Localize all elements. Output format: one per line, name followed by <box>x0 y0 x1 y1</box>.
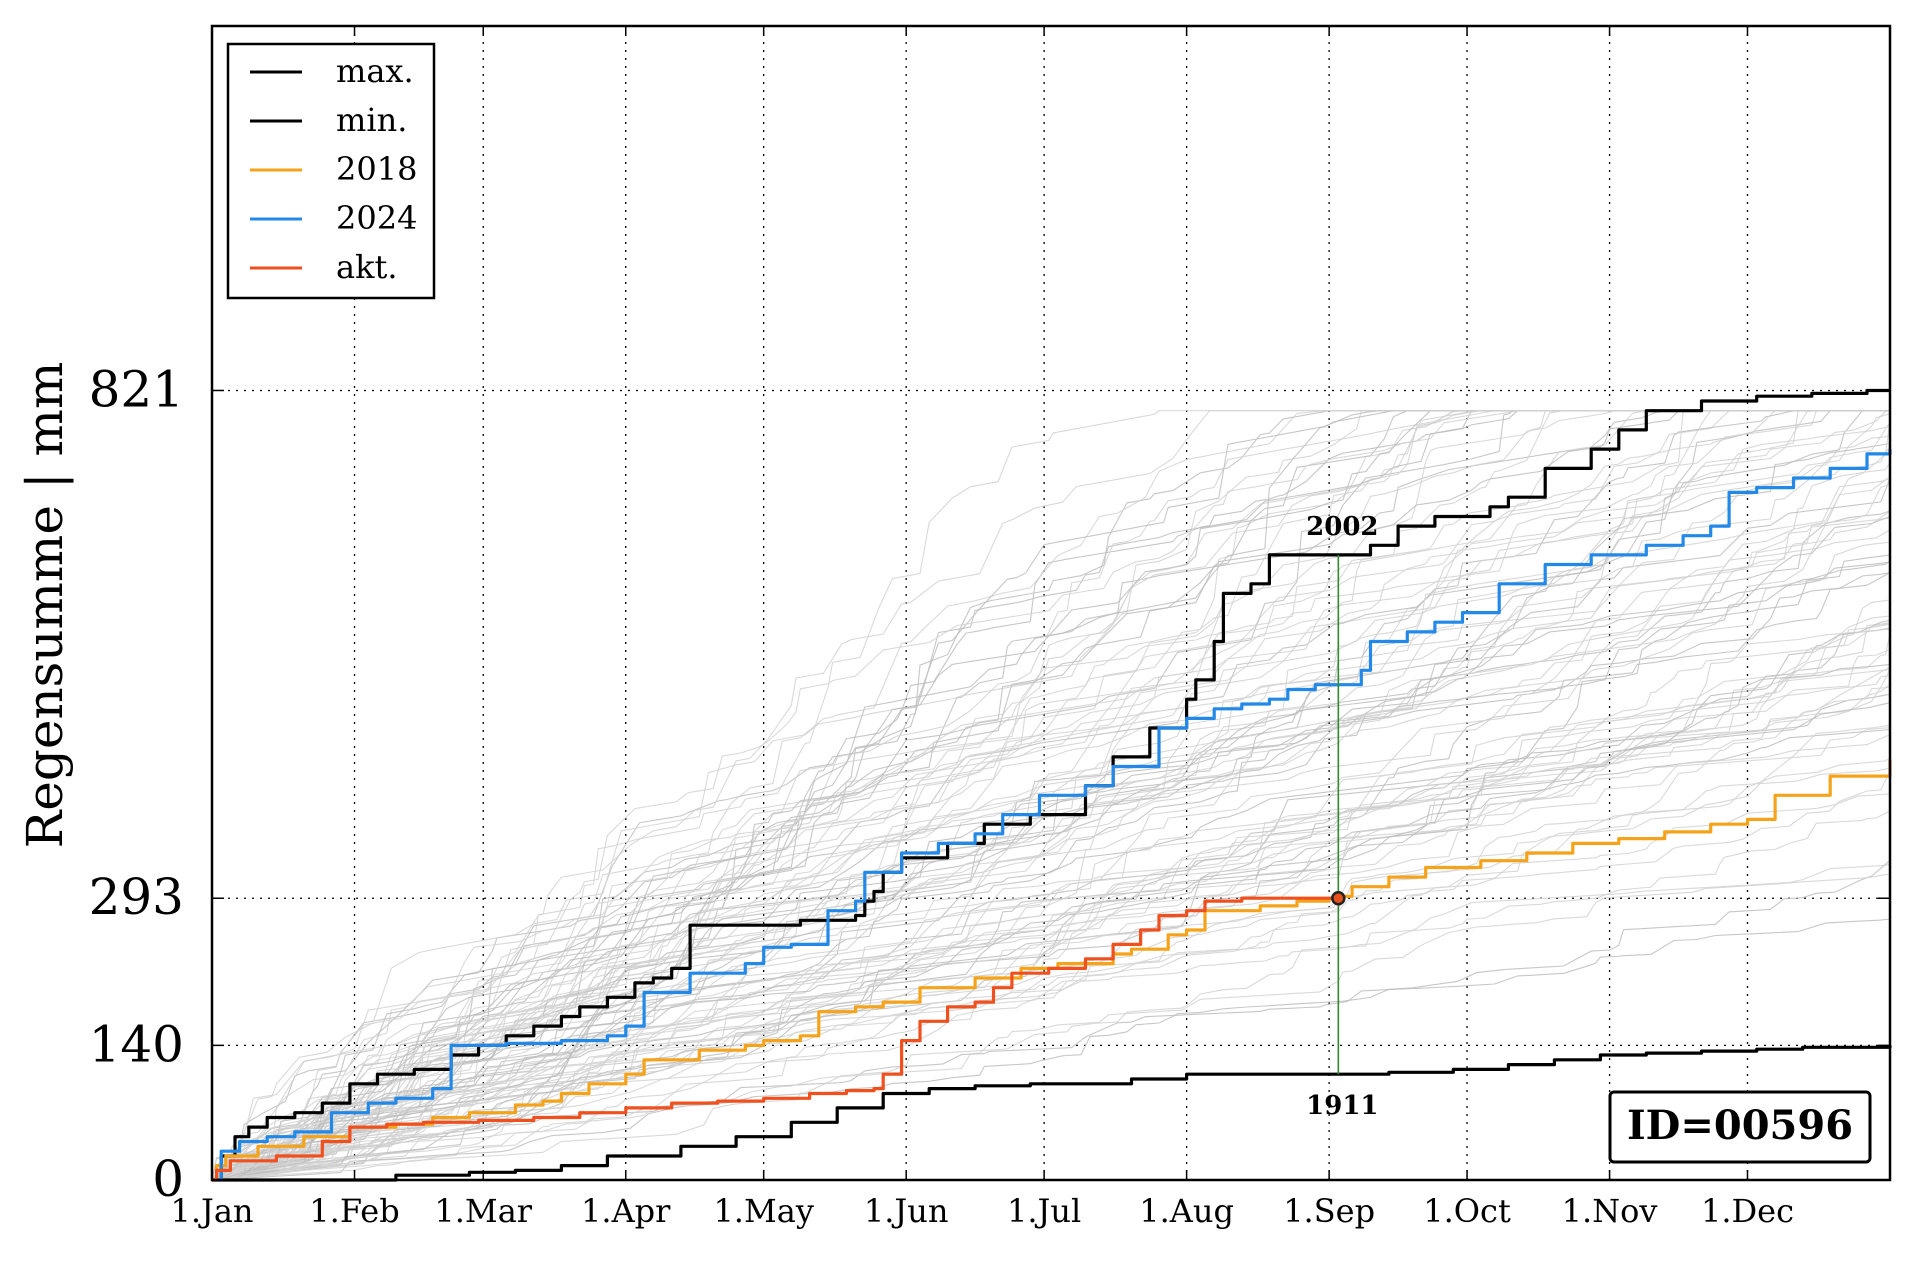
historic-year-line <box>211 572 1891 1181</box>
x-tick-label: 1.Jun <box>864 1192 949 1230</box>
y-tick-label: 140 <box>89 1015 184 1073</box>
historic-year-line <box>211 410 1890 1181</box>
plot-frame <box>210 24 1892 1182</box>
historic-year-line <box>211 918 1891 1181</box>
station-id-box: ID=00596 <box>1608 1090 1872 1164</box>
x-tick-label: 1.Nov <box>1562 1192 1658 1230</box>
series-line-2024 <box>212 449 1892 1182</box>
legend-label: max. <box>336 52 414 90</box>
x-tick-label: 1.Apr <box>581 1192 671 1230</box>
historic-year-line <box>211 410 1890 1181</box>
historic-year-line <box>211 461 1891 1181</box>
legend-label: min. <box>336 101 407 139</box>
historic-year-line <box>211 770 1891 1181</box>
legend-label: 2018 <box>336 150 417 188</box>
historic-year-line <box>211 686 1891 1181</box>
y-axis-label: Regensumme | mm <box>16 362 74 849</box>
historic-year-line <box>211 410 1891 1181</box>
historic-year-line <box>211 734 1891 1181</box>
x-tick-label: 1.Jul <box>1007 1192 1081 1230</box>
historic-year-line <box>211 483 1891 1181</box>
x-tick-label: 1.Dec <box>1701 1192 1794 1230</box>
x-tick-label: 1.Sep <box>1283 1192 1375 1230</box>
historic-year-line <box>211 623 1891 1181</box>
historic-year-line <box>211 421 1891 1181</box>
historic-year-line <box>211 560 1891 1181</box>
historic-year-line <box>211 425 1891 1181</box>
historic-year-line <box>211 410 1890 1181</box>
y-tick-label: 821 <box>89 360 184 418</box>
x-tick-label: 1.Aug <box>1139 1192 1234 1230</box>
x-tick-label: 1.Feb <box>309 1192 399 1230</box>
historic-year-line <box>211 666 1891 1181</box>
historic-year-line <box>211 410 1890 1181</box>
historic-year-line <box>211 622 1891 1181</box>
axis-ticks: 1.Jan 1.Feb 1.Mar 1.Apr 1.May 1.Jun 1.Jul 1.Aug… <box>89 26 1890 1230</box>
legend: max. min. 2018 2024 akt. <box>226 42 436 300</box>
historic-year-line <box>211 476 1891 1181</box>
y-tick-label: 293 <box>89 868 184 926</box>
series-line-2018 <box>212 759 1892 1182</box>
historic-year-line <box>211 410 1890 1181</box>
historic-year-lines <box>211 410 1891 1181</box>
historic-year-line <box>211 510 1891 1181</box>
x-tick-label: 1.May <box>713 1192 813 1230</box>
y-tick-label: 0 <box>152 1150 184 1208</box>
historic-year-line <box>211 702 1891 1181</box>
legend-label: 2024 <box>336 199 417 237</box>
series-lines <box>212 388 1892 1182</box>
grid <box>212 26 1890 1180</box>
annotations: 2002 1911 <box>1306 512 1378 1121</box>
historic-year-line <box>211 410 1890 1181</box>
historic-year-line <box>211 599 1891 1181</box>
station-id-label: ID=00596 <box>1627 1102 1853 1149</box>
historic-year-line <box>211 810 1891 1181</box>
min-year-label: 1911 <box>1306 1091 1378 1121</box>
current-value-marker <box>1331 890 1346 906</box>
historic-year-line <box>211 477 1891 1181</box>
x-tick-label: 1.Jan <box>170 1192 253 1230</box>
historic-year-line <box>211 859 1891 1181</box>
historic-year-line <box>211 478 1891 1181</box>
max-year-label: 2002 <box>1306 512 1378 542</box>
x-tick-label: 1.Oct <box>1423 1192 1511 1230</box>
series-line-min <box>212 1045 1892 1182</box>
historic-year-line <box>211 434 1891 1181</box>
historic-year-line <box>211 529 1891 1181</box>
series-line-akt <box>212 896 1339 1182</box>
historic-year-line <box>211 873 1891 1181</box>
x-tick-label: 1.Mar <box>434 1192 532 1230</box>
historic-year-line <box>211 410 1890 1181</box>
historic-year-line <box>211 628 1891 1181</box>
historic-year-line <box>211 663 1891 1181</box>
legend-label: akt. <box>336 248 398 286</box>
historic-year-line <box>211 767 1891 1181</box>
historic-year-line <box>211 515 1891 1181</box>
